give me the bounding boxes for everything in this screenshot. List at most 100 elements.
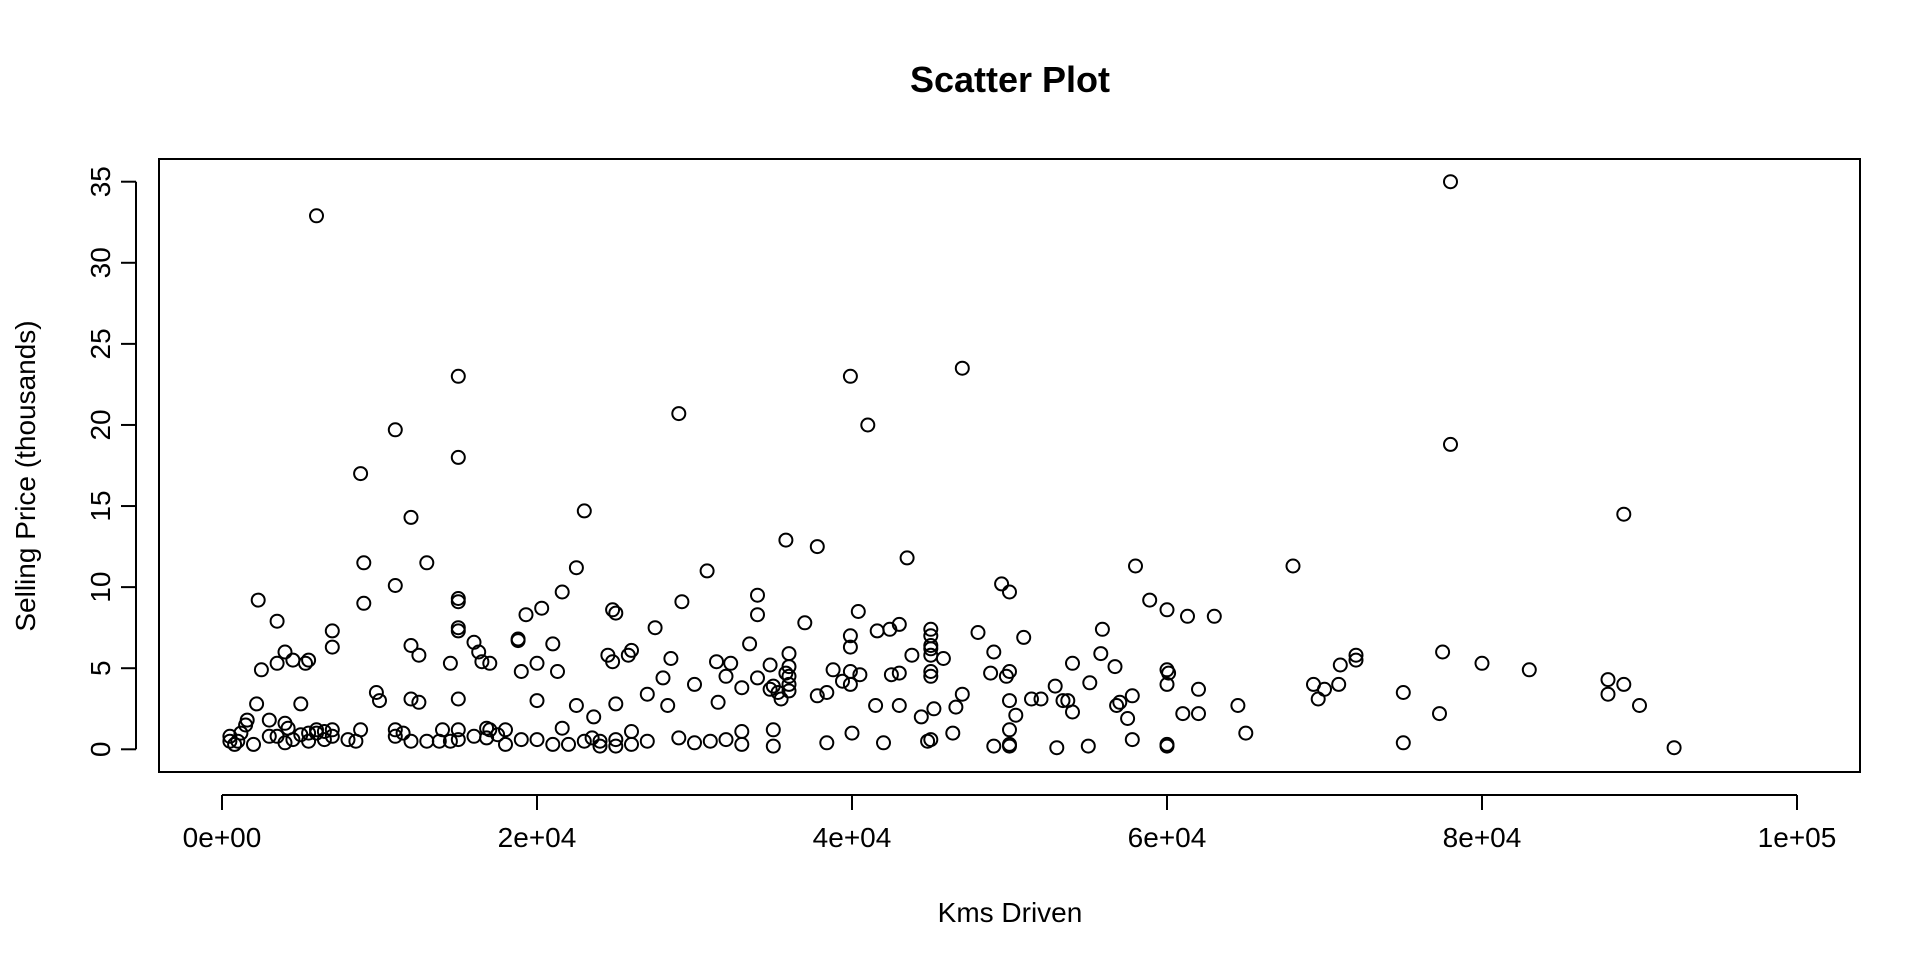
data-point [230,733,246,749]
data-point [395,725,411,741]
x-axis-label: Kms Driven [938,897,1083,928]
data-point [1432,706,1447,722]
data-point [387,728,403,744]
data-point [868,698,884,713]
data-point [368,685,384,700]
data-point [948,699,964,715]
data-point [490,727,506,743]
data-point [1065,704,1080,720]
data-point [1474,655,1490,671]
data-point [825,662,841,678]
data-point [592,738,608,754]
data-point [970,625,986,640]
data-point [781,676,797,692]
data-point [301,725,317,741]
data-point [545,736,561,752]
data-point [1049,740,1065,756]
data-point [797,615,813,631]
data-point [624,724,639,739]
data-point [718,668,734,684]
data-point [550,664,565,679]
y-axis-label: Selling Price (thousands) [10,320,41,631]
data-point [608,732,624,748]
data-point [513,664,529,679]
data-point [450,623,466,639]
data-point [781,646,797,662]
data-point [891,665,907,681]
data-point [842,628,858,644]
data-point [1348,652,1364,668]
x-tick-label: 2e+04 [498,822,577,853]
data-point [1161,665,1177,681]
data-point [442,733,458,749]
data-point [1310,691,1326,707]
data-point [324,728,340,744]
data-point [1230,698,1246,713]
data-point [624,642,639,658]
data-point [1206,608,1222,624]
data-point [891,698,907,713]
data-point [419,555,435,571]
data-point [835,673,850,689]
data-point [450,691,466,707]
data-point [450,732,466,748]
data-point [1124,732,1140,748]
data-point [1238,725,1254,741]
data-point [1191,706,1206,722]
data-point [1002,584,1017,600]
data-point [923,664,939,679]
data-point [647,620,663,636]
data-point [819,685,835,700]
data-point [261,712,277,728]
data-point [471,644,487,660]
data-point [592,733,608,749]
data-point [510,633,526,649]
x-axis: 0e+00 2e+04 4e+04 6e+04 8e+04 1e+05 [183,794,1836,853]
data-point [750,670,765,686]
data-point [1120,711,1136,726]
data-point [883,667,899,683]
data-point [285,652,301,668]
data-point [852,667,868,683]
data-point [340,732,356,748]
data-point [1159,602,1175,618]
data-point [372,693,387,709]
data-point [660,698,676,713]
data-point [545,636,561,652]
data-point [926,701,942,717]
data-point [1443,436,1458,452]
data-point [1331,676,1347,692]
data-point [624,736,639,752]
data-point [781,683,797,699]
data-point [608,738,624,754]
y-axis: 0 5 10 15 20 25 30 35 [85,166,137,757]
data-point [750,607,765,623]
data-point [1033,691,1049,707]
data-point [1600,672,1616,688]
data-point [608,696,624,712]
data-point [674,594,690,610]
data-point [1002,664,1017,679]
data-point [778,532,794,548]
data-point [1285,558,1301,574]
data-point [762,681,778,697]
data-point [718,732,734,748]
data-points [222,174,1682,756]
data-point [277,735,293,751]
data-point [586,709,602,725]
data-point [1107,659,1123,675]
data-point [474,654,490,670]
data-point [869,623,885,639]
data-point [1002,722,1017,738]
data-point [1124,688,1140,704]
data-point [568,698,584,713]
data-point [353,722,369,738]
data-point [534,600,550,616]
data-point [568,560,584,576]
data-point [561,736,576,752]
data-point [1600,686,1616,702]
data-point [309,208,324,224]
data-point [1443,174,1458,190]
data-point [773,691,789,707]
data-point [419,733,435,749]
